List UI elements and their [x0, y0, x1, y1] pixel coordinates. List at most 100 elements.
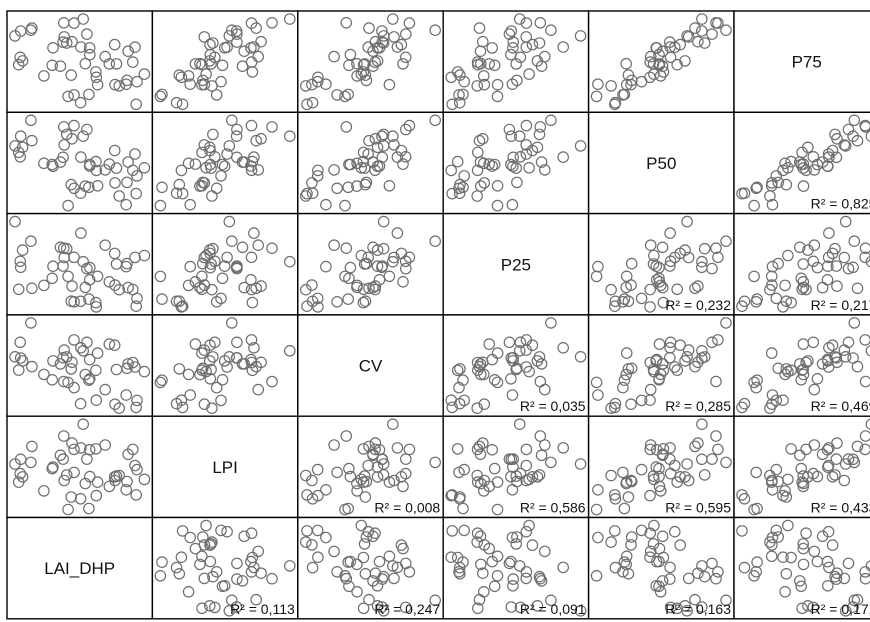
- point-p50-lpi-42: [154, 199, 167, 212]
- point-p75-p25-12: [520, 31, 532, 43]
- point-cv-p75-26: [811, 372, 824, 385]
- point-cv-lpi-36: [170, 397, 183, 410]
- point-p25-cv-21: [357, 283, 370, 296]
- point-p75-cv-35: [360, 74, 373, 87]
- point-p25-cv-35: [360, 257, 373, 270]
- point-p50-lpi-9: [245, 164, 258, 177]
- point-p25-p50-36: [609, 295, 622, 308]
- point-lpi-p25-41: [531, 471, 544, 483]
- point-p25-p50-14: [689, 282, 701, 295]
- point-p75-p50-19: [605, 80, 617, 92]
- point-p50-lai_dhp-40: [57, 121, 70, 133]
- point-p25-p75-44: [808, 239, 821, 251]
- point-p75-cv-37: [395, 38, 408, 51]
- point-lpi-lai_dhp-39: [68, 443, 80, 456]
- point-cv-p75-31: [751, 374, 763, 386]
- point-p50-p25-25: [488, 158, 501, 171]
- point-p25-p50-10: [681, 215, 693, 228]
- point-p25-cv-22: [355, 249, 368, 262]
- point-cv-p25-34: [477, 368, 490, 381]
- point-p25-p75-34: [779, 279, 791, 292]
- point-p25-p75-25: [795, 272, 807, 285]
- point-p25-p50-21: [671, 283, 683, 296]
- point-cv-lai_dhp-16: [79, 368, 92, 381]
- point-p25-lpi-42: [154, 270, 167, 283]
- point-p25-p50-39: [712, 251, 724, 264]
- point-p75-p50-33: [698, 37, 711, 49]
- point-p50-p75-10: [839, 140, 852, 152]
- point-lai_dhp-p25-0: [510, 538, 522, 550]
- point-p50-cv-24: [331, 182, 343, 195]
- point-p50-p75-20: [848, 114, 861, 127]
- point-p25-lpi-24: [210, 295, 223, 308]
- point-p75-lpi-44: [252, 50, 265, 63]
- point-lpi-cv-14: [363, 440, 375, 453]
- point-lai_dhp-lpi-41: [204, 599, 216, 612]
- point-p25-p50-34: [654, 279, 667, 292]
- point-lai_dhp-p75-32: [777, 551, 789, 563]
- point-cv-p25-22: [523, 365, 535, 378]
- point-cv-lai_dhp-39: [68, 334, 80, 346]
- point-lai_dhp-lpi-3: [238, 530, 250, 543]
- point-cv-p25-13: [514, 336, 527, 349]
- point-lai_dhp-p50-14: [689, 593, 701, 606]
- point-cv-lpi-15: [230, 352, 243, 364]
- point-lpi-p50-19: [605, 469, 617, 482]
- point-p25-lai_dhp-44: [99, 239, 111, 251]
- point-p75-cv-14: [363, 22, 375, 34]
- point-p25-p75-9: [800, 283, 812, 296]
- point-p25-lpi-40: [266, 242, 278, 254]
- point-cv-p25-41: [531, 355, 544, 367]
- point-p50-lpi-8: [173, 178, 186, 191]
- point-lpi-p50-30: [692, 437, 704, 449]
- point-lai_dhp-cv-39: [403, 566, 416, 578]
- point-lpi-p75-39: [859, 443, 870, 456]
- point-p75-p25-36: [453, 96, 466, 109]
- point-cv-lai_dhp-35: [121, 362, 133, 375]
- point-p25-p50-44: [644, 239, 657, 251]
- point-p25-p50-1: [656, 241, 669, 254]
- point-p25-p75-4: [822, 251, 835, 264]
- point-lai_dhp-cv-31: [342, 556, 354, 568]
- point-cv-lpi-6: [215, 394, 227, 407]
- cell-frame-r1-c1: [151, 111, 299, 215]
- diagonal-label-p50: P50: [646, 154, 676, 173]
- point-lai_dhp-cv-0: [358, 538, 371, 550]
- point-p25-p75-29: [821, 273, 834, 286]
- point-p50-lpi-26: [204, 158, 217, 171]
- point-lai_dhp-lpi-27: [231, 557, 243, 570]
- point-lpi-p25-21: [471, 476, 484, 488]
- r2-labels: R² = 0,825 R² = 0,232 R² = 0,217 R² = 0,035…: [230, 196, 870, 617]
- point-cv-lai_dhp-34: [38, 368, 50, 381]
- point-p75-lai_dhp-9: [127, 56, 139, 68]
- point-p25-p75-38: [766, 279, 778, 291]
- point-cv-lai_dhp-43: [77, 344, 89, 357]
- point-lai_dhp-lpi-14: [250, 593, 263, 606]
- point-lai_dhp-cv-29: [373, 555, 386, 568]
- point-cv-lai_dhp-25: [46, 373, 58, 386]
- point-p25-p50-6: [635, 292, 648, 305]
- point-lai_dhp-p75-27: [842, 557, 855, 570]
- point-p25-lpi-38: [198, 279, 211, 291]
- cell-frame-r1-c2: [297, 111, 444, 215]
- point-cv-p50-35: [625, 362, 638, 375]
- point-p75-lpi-27: [231, 28, 243, 40]
- point-lpi-p50-26: [653, 470, 665, 483]
- point-cv-lai_dhp-20: [25, 317, 37, 329]
- point-cv-lpi-10: [223, 350, 236, 363]
- diagonal-label-p75: P75: [792, 53, 822, 72]
- point-p50-cv-31: [342, 181, 354, 194]
- point-lai_dhp-p25-25: [488, 580, 501, 593]
- point-cv-lpi-35: [197, 362, 209, 375]
- point-cv-lai_dhp-12: [58, 344, 70, 356]
- point-lai_dhp-lpi-44: [252, 545, 265, 558]
- cell-frame-r0-c3: [442, 10, 590, 114]
- point-p75-cv-6: [311, 75, 324, 88]
- point-p25-cv-8: [359, 295, 372, 307]
- point-lai_dhp-cv-6: [311, 524, 324, 537]
- point-p75-p25-37: [526, 38, 539, 51]
- point-lpi-cv-0: [358, 470, 371, 482]
- point-lpi-lai_dhp-13: [14, 467, 27, 480]
- point-p25-cv-38: [306, 279, 318, 291]
- point-cv-lpi-44: [252, 383, 265, 396]
